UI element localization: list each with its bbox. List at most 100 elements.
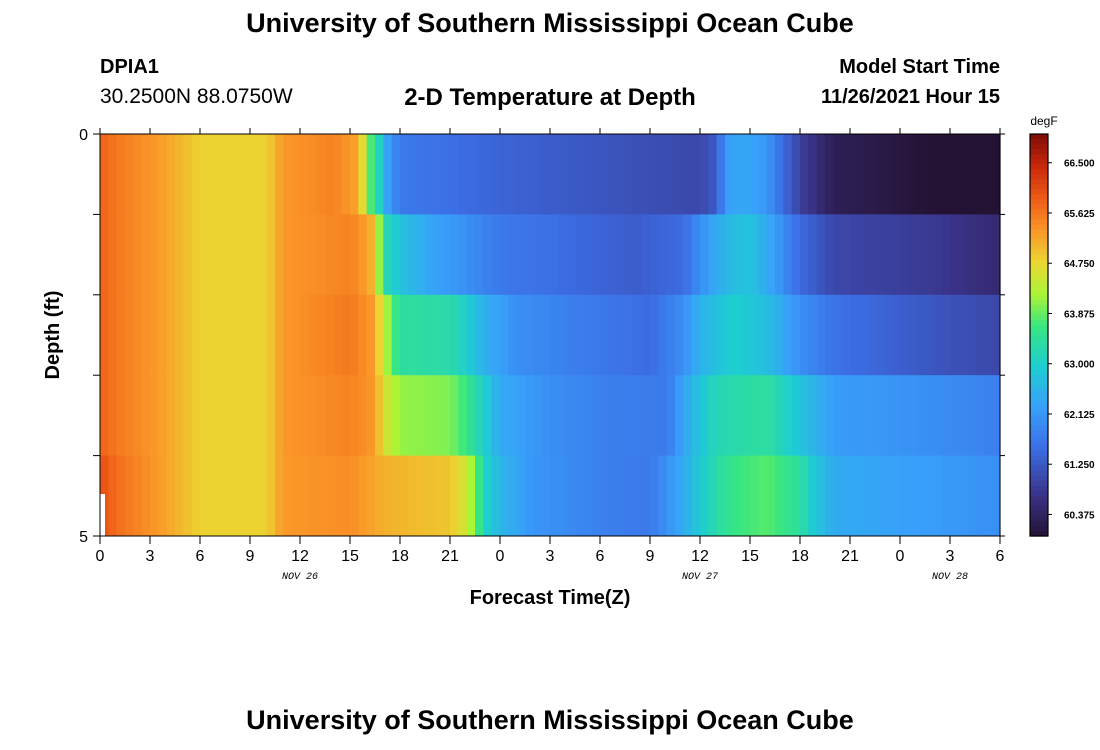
heatmap-cell [908,375,918,457]
heatmap-cell [200,134,209,215]
heatmap-cell [591,214,601,296]
heatmap-cell [133,134,143,215]
colorbar-segment [1030,395,1048,401]
heatmap-cell [600,375,609,457]
heatmap-cell [158,455,168,537]
heatmap-cell [641,455,651,537]
heatmap-cell [366,375,376,457]
colorbar-segment [1030,174,1048,180]
colorbar-tick-label: 63.875 [1064,309,1095,320]
colorbar-segment [1030,530,1048,537]
heatmap-cell [758,294,768,376]
heatmap-cell [891,214,901,296]
heatmap-cell [150,134,159,215]
heatmap-cell [716,455,726,537]
heatmap-cell [291,375,301,457]
heatmap-cell [425,134,434,215]
heatmap-cell [233,134,243,215]
heatmap-cell [566,214,576,296]
heatmap-cell [283,375,293,457]
heatmap-cell [133,375,143,457]
heatmap-cell [116,294,126,376]
colorbar-segment [1030,440,1048,447]
heatmap-cell [775,134,784,215]
date-label: NOV 26 [282,572,318,583]
heatmap-cell [708,294,718,376]
colorbar-segment [1030,450,1048,457]
heatmap-cell [766,455,776,537]
colorbar-segment [1030,304,1048,311]
heatmap-cell [166,375,176,457]
heatmap-cell [750,294,759,376]
heatmap-cell [700,375,709,457]
heatmap-cell [250,214,259,296]
heatmap-cell [416,375,426,457]
heatmap-cell [908,294,918,376]
heatmap-cell [266,294,276,376]
heatmap-cell [950,134,959,215]
heatmap-cell [833,455,843,537]
heatmap-cell [566,134,576,215]
colorbar-segment [1030,274,1048,281]
chart-subtitle: 2-D Temperature at Depth [404,84,696,111]
heatmap-cell [783,134,793,215]
heatmap-cell [275,455,284,537]
heatmap-cell [483,214,493,296]
heatmap-cell [325,294,334,376]
heatmap-cell [333,214,343,296]
heatmap-cell [933,294,943,376]
heatmap-cell [425,294,434,376]
heatmap-cell [341,375,351,457]
heatmap-cell [316,294,326,376]
heatmap-cell [650,214,659,296]
heatmap-cell [783,214,793,296]
heatmap-cell [683,455,693,537]
heatmap-cell [633,294,643,376]
heatmap-cell [691,375,701,457]
heatmap-cell [925,294,934,376]
heatmap-cell [183,455,193,537]
heatmap-cell [283,214,293,296]
heatmap-cell [125,294,134,376]
heatmap-cell [641,214,651,296]
heatmap-cell [575,375,584,457]
heatmap-cell [408,294,418,376]
x-tick-label: 6 [596,548,605,565]
colorbar-segment [1030,314,1048,321]
heatmap-cell [700,294,709,376]
heatmap-cell [650,375,659,457]
heatmap-cell [800,455,809,537]
colorbar-segment [1030,390,1048,396]
heatmap-cell [100,294,109,376]
heatmap-cell [441,375,451,457]
heatmap-cell [641,134,651,215]
heatmap-cell [133,294,143,376]
heatmap-cell [558,134,568,215]
heatmap-cell [608,375,618,457]
heatmap-cell [816,294,826,376]
heatmap-cell [241,455,251,537]
heatmap-cell [666,455,676,537]
colorbar-segment [1030,279,1048,286]
heatmap-cell [958,375,968,457]
colorbar-segment [1030,370,1048,376]
heatmap-cell [183,375,193,457]
heatmap-cell [750,214,759,296]
heatmap-cell [375,134,384,215]
heatmap-cell [458,375,468,457]
x-tick-label: 9 [246,548,255,565]
heatmap-cell [350,214,359,296]
heatmap-cell [725,134,734,215]
heatmap-cell [525,375,534,457]
heatmap-cell [175,214,184,296]
colorbar-tick-label: 64.750 [1064,259,1095,270]
heatmap-cell [125,455,134,537]
heatmap-cell [108,294,118,376]
heatmap-cell [508,375,518,457]
heatmap-cell [575,134,584,215]
heatmap-cell [625,134,634,215]
heatmap-cell [491,214,501,296]
heatmap-cell [291,455,301,537]
colorbar-segment [1030,189,1048,195]
heatmap-cell [975,134,984,215]
